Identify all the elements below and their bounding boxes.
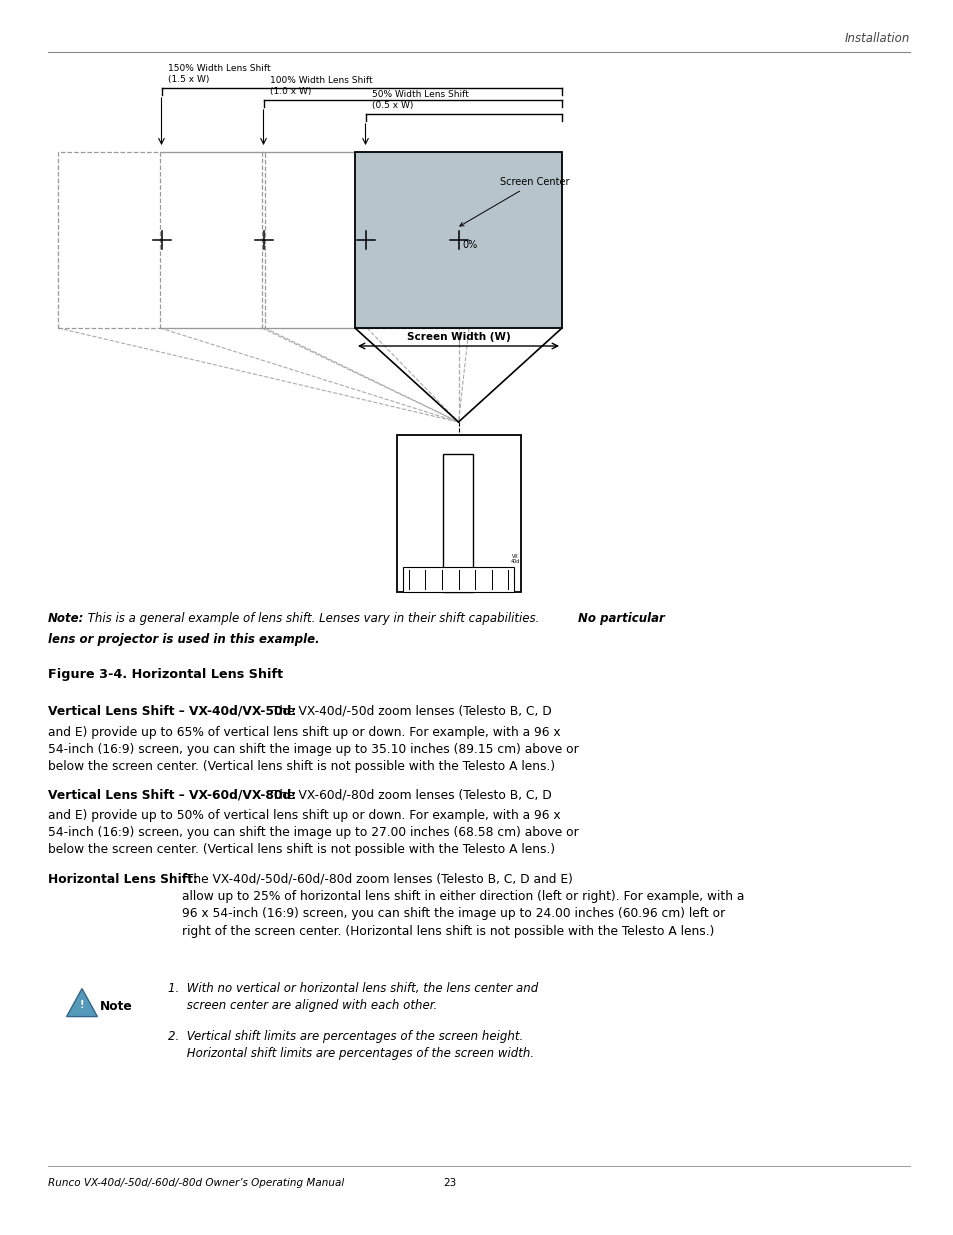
Text: 150% Width Lens Shift
(1.5 x W): 150% Width Lens Shift (1.5 x W) [168,64,270,84]
Text: Screen Width (W): Screen Width (W) [406,332,510,342]
Text: 50% Width Lens Shift
(0.5 x W): 50% Width Lens Shift (0.5 x W) [371,90,468,110]
Text: No particular: No particular [578,613,664,625]
Text: The VX-60d/-80d zoom lenses (Telesto B, C, D: The VX-60d/-80d zoom lenses (Telesto B, … [268,788,551,802]
Text: Vertical Lens Shift – VX-40d/VX-50d:: Vertical Lens Shift – VX-40d/VX-50d: [48,705,296,718]
Text: Figure 3-4. Horizontal Lens Shift: Figure 3-4. Horizontal Lens Shift [48,668,283,680]
Text: 100% Width Lens Shift
(1.0 x W): 100% Width Lens Shift (1.0 x W) [269,75,372,96]
Text: 1.  With no vertical or horizontal lens shift, the lens center and
     screen c: 1. With no vertical or horizontal lens s… [168,982,537,1011]
Bar [262,152,469,329]
Text: Runco VX-40d/-50d/-60d/-80d Owner’s Operating Manual: Runco VX-40d/-50d/-60d/-80d Owner’s Oper… [48,1178,344,1188]
Text: This is a general example of lens shift. Lenses vary in their shift capabilities: This is a general example of lens shift.… [84,613,542,625]
Bar [402,567,514,592]
Text: Screen Center: Screen Center [459,177,569,226]
Text: Note:: Note: [48,613,84,625]
Text: Installation: Installation [843,32,909,44]
Text: Horizontal Lens Shift:: Horizontal Lens Shift: [48,873,197,885]
Bar [443,453,473,592]
Bar [58,152,265,329]
Text: lens or projector is used in this example.: lens or projector is used in this exampl… [48,634,319,646]
Text: Vertical Lens Shift – VX-60d/VX-80d:: Vertical Lens Shift – VX-60d/VX-80d: [48,788,296,802]
Text: 2.  Vertical shift limits are percentages of the screen height.
     Horizontal : 2. Vertical shift limits are percentages… [168,1030,534,1060]
Text: 23: 23 [443,1178,456,1188]
Text: The VX-40d/-50d/-60d/-80d zoom lenses (Telesto B, C, D and E)
allow up to 25% of: The VX-40d/-50d/-60d/-80d zoom lenses (T… [182,873,743,937]
Bar [160,152,367,329]
Text: and E) provide up to 65% of vertical lens shift up or down. For example, with a : and E) provide up to 65% of vertical len… [48,726,578,773]
Polygon shape [67,988,97,1016]
Bar [355,152,561,329]
Text: The VX-40d/-50d zoom lenses (Telesto B, C, D: The VX-40d/-50d zoom lenses (Telesto B, … [268,705,551,718]
Bar [396,435,520,592]
Text: !: ! [80,1000,84,1010]
Text: 0%: 0% [462,240,477,249]
Text: VX
40d: VX 40d [510,553,519,564]
Text: Note: Note [100,999,132,1013]
Text: and E) provide up to 50% of vertical lens shift up or down. For example, with a : and E) provide up to 50% of vertical len… [48,809,578,856]
